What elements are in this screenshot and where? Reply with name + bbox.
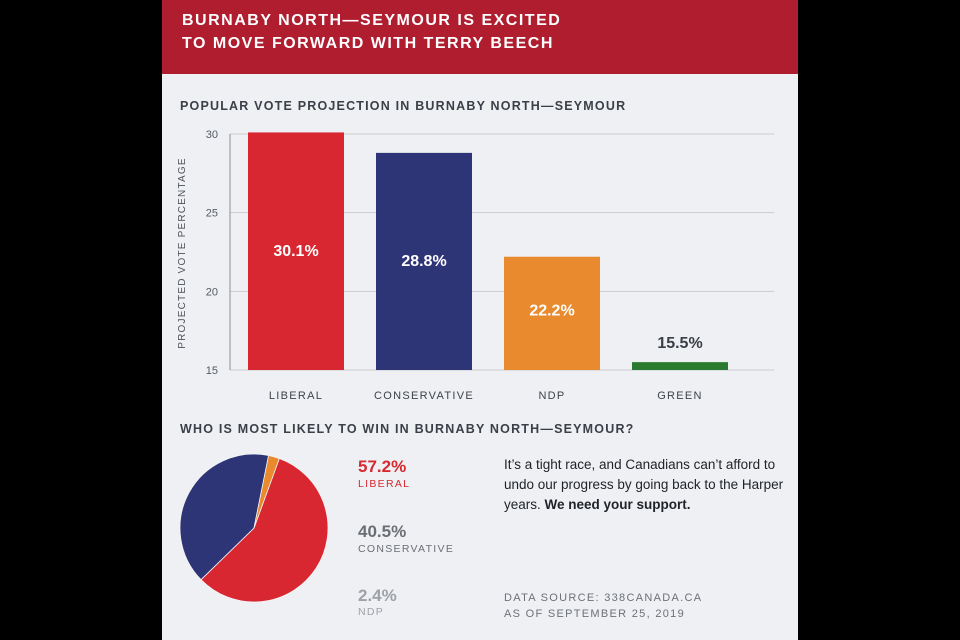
- header-banner: BURNABY NORTH—SEYMOUR IS EXCITED TO MOVE…: [162, 0, 798, 74]
- legend-liberal-label: LIBERAL: [358, 478, 411, 490]
- pie-chart: [179, 453, 329, 603]
- x-tick-label-green: GREEN: [657, 390, 703, 402]
- legend-ndp-label: NDP: [358, 606, 385, 618]
- legend-ndp-percent: 2.4%: [358, 586, 397, 605]
- banner-title-line-1: BURNABY NORTH—SEYMOUR IS EXCITED: [182, 12, 562, 29]
- data-source: DATA SOURCE: 338CANADA.CA: [504, 592, 703, 604]
- bar-chart-title: POPULAR VOTE PROJECTION IN BURNABY NORTH…: [180, 99, 627, 113]
- x-tick-label-conservative: CONSERVATIVE: [374, 390, 474, 402]
- data-date: AS OF SEPTEMBER 25, 2019: [504, 608, 685, 620]
- campaign-message: It’s a tight race, and Canadians can’t a…: [504, 455, 784, 515]
- data-label-green: 15.5%: [657, 335, 702, 352]
- y-tick-label: 25: [206, 208, 218, 220]
- y-tick-label: 20: [206, 286, 218, 298]
- campaign-card: BURNABY NORTH—SEYMOUR IS EXCITED TO MOVE…: [162, 0, 798, 640]
- bar-chart: 15 20 25 30 PROJECTED VOTE PERCENTAGE 30.1% LI…: [177, 129, 774, 402]
- legend-liberal-percent: 57.2%: [358, 457, 407, 476]
- data-label-conservative: 28.8%: [401, 253, 446, 270]
- data-label-ndp: 22.2%: [529, 303, 574, 320]
- message-emphasis: We need your support.: [544, 497, 691, 512]
- bar-conservative: [376, 152, 472, 370]
- pie-chart-title: WHO IS MOST LIKELY TO WIN IN BURNABY NOR…: [180, 422, 635, 436]
- y-axis-label: PROJECTED VOTE PERCENTAGE: [177, 157, 188, 349]
- y-tick-label: 15: [206, 365, 218, 377]
- x-tick-label-liberal: LIBERAL: [269, 390, 323, 402]
- legend-conservative-label: CONSERVATIVE: [358, 543, 455, 555]
- legend-conservative-percent: 40.5%: [358, 522, 407, 541]
- pie-slice-ndp: [253, 454, 280, 529]
- bar-ndp: [504, 256, 600, 370]
- banner-title-line-2: TO MOVE FORWARD WITH TERRY BEECH: [182, 35, 554, 52]
- x-tick-label-ndp: NDP: [538, 390, 565, 402]
- data-label-liberal: 30.1%: [273, 243, 318, 260]
- bar-green: [632, 362, 728, 370]
- pie-slice-conservative: [179, 453, 270, 581]
- y-tick-label: 30: [206, 129, 218, 141]
- bar-liberal: [248, 132, 344, 370]
- pie-slice-liberal: [200, 457, 329, 603]
- message-body: It’s a tight race, and Canadians can’t a…: [504, 457, 784, 512]
